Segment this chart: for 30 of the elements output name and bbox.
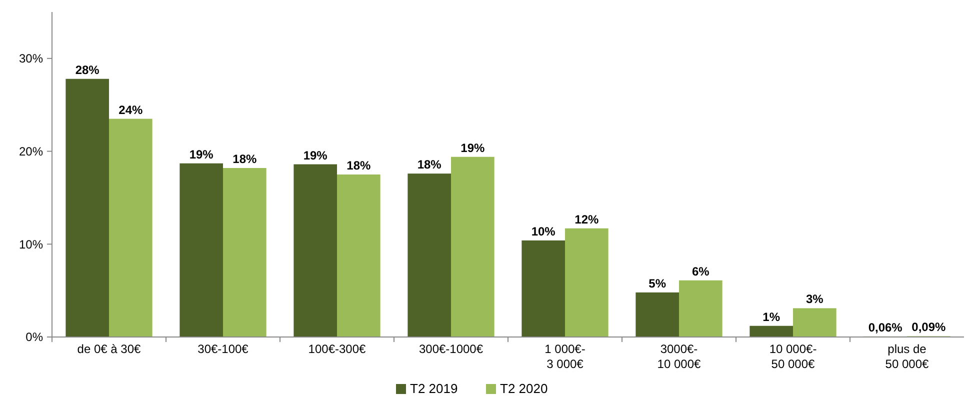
data-label: 24% <box>118 102 143 117</box>
data-label: 10% <box>531 224 556 238</box>
x-tick-label: 1 000€- 3 000€ <box>544 342 586 371</box>
data-label: 19% <box>189 147 214 162</box>
data-label: 0,09% <box>912 320 946 334</box>
x-tick-label: de 0€ à 30€ <box>77 342 142 356</box>
data-label: 6% <box>692 264 710 278</box>
x-tick-label: 30€-100€ <box>198 342 249 356</box>
y-tick-label: 0% <box>26 330 44 344</box>
data-label: 18% <box>417 158 442 172</box>
data-label: 19% <box>460 140 485 155</box>
y-tick-label: 20% <box>18 144 44 158</box>
data-label: 12% <box>574 212 599 226</box>
x-tick-label: 3000€- 10 000€ <box>657 342 702 371</box>
x-tick-label: 100€-300€ <box>308 342 366 356</box>
x-tick-label: 300€-1000€ <box>418 342 484 356</box>
data-label: 18% <box>232 152 257 166</box>
y-tick-label: 30% <box>18 52 44 66</box>
x-tick-label: 10 000€- 50 000€ <box>769 342 817 371</box>
data-label: 5% <box>648 276 666 290</box>
legend-label: T2 2019 <box>410 381 458 396</box>
y-tick-label: 10% <box>18 237 44 252</box>
data-label: 28% <box>75 62 100 77</box>
x-tick-label: plus de 50 000€ <box>885 342 930 371</box>
data-label: 1% <box>762 310 780 324</box>
data-label: 19% <box>303 148 328 162</box>
data-label: 18% <box>346 158 371 172</box>
data-label: 3% <box>806 292 824 306</box>
legend-label: T2 2020 <box>500 381 548 396</box>
data-label: 0,06% <box>868 320 903 334</box>
